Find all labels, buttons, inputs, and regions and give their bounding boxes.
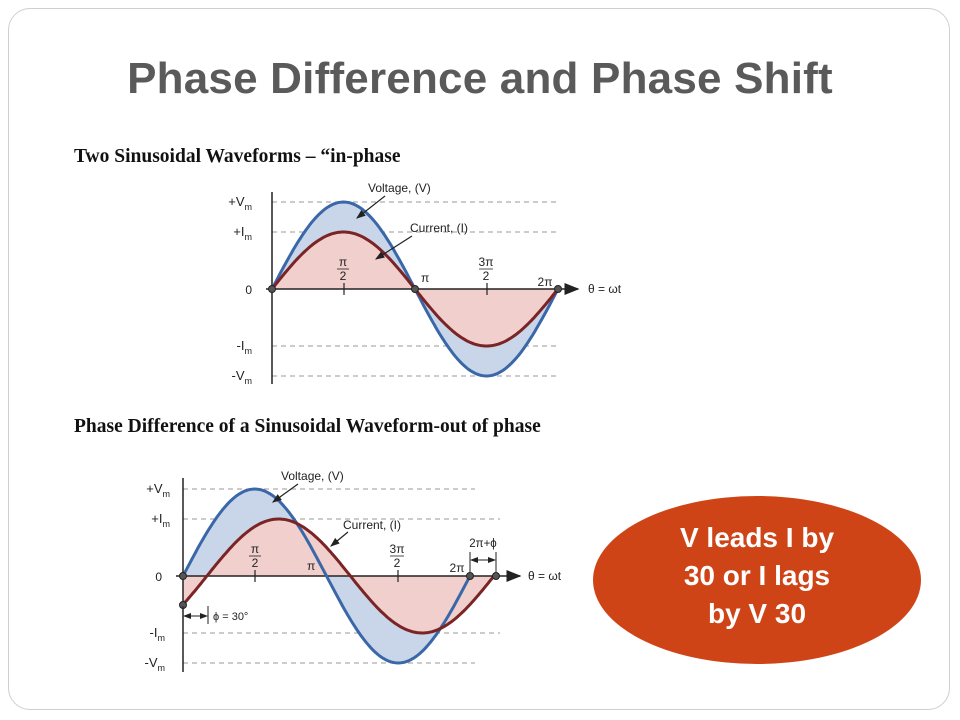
tick-3pi-half-num-bottom: 3π	[390, 542, 405, 556]
tick-pi-half-num-top: π	[339, 255, 347, 269]
origin-dot-top	[268, 285, 276, 293]
tick-pi-bottom: π	[307, 559, 315, 573]
callout-text: V leads I by 30 or I lags by V 30	[593, 519, 921, 633]
diagram-in-phase: +Vm +Im 0 -Im -Vm π 2 π 3π 2 2π θ = ωt V…	[228, 181, 621, 386]
tick-pi-top: π	[421, 271, 429, 285]
voltage-label-bottom: Voltage, (V)	[281, 469, 344, 483]
origin-dot-bottom	[179, 572, 187, 580]
tick-3pi-half-num-top: 3π	[479, 255, 494, 269]
callout-line-2: 30 or I lags	[683, 560, 831, 591]
callout-line-1: V leads I by	[679, 522, 835, 553]
pi-dot-top	[411, 285, 419, 293]
label-imin-top: -Im	[237, 338, 252, 356]
slide-title: Phase Difference and Phase Shift	[127, 54, 833, 103]
two-pi-dot-bottom	[466, 572, 474, 580]
tick-pi-half-num-bottom: π	[251, 542, 259, 556]
label-vmax-bottom: +Vm	[146, 481, 170, 499]
tick-2pi-phi-bottom: 2π+ϕ	[469, 538, 497, 550]
label-zero-top: 0	[245, 283, 252, 297]
two-pi-phi-dot-bottom	[492, 572, 500, 580]
current-label-top: Current, (I)	[410, 221, 468, 235]
caption-in-phase: Two Sinusoidal Waveforms – “in-phase	[74, 146, 401, 167]
tick-pi-half-den-bottom: 2	[252, 556, 259, 570]
phi-label: ϕ = 30°	[213, 611, 248, 623]
tick-pi-half-den-top: 2	[340, 269, 347, 283]
callout-line-3: by V 30	[707, 598, 807, 629]
voltage-label-top: Voltage, (V)	[368, 181, 431, 195]
label-imin-bottom: -Im	[150, 625, 165, 643]
label-vmax-top: +Vm	[228, 194, 252, 212]
voltage-wave-bottom	[181, 487, 472, 665]
two-pi-dot-top	[554, 285, 562, 293]
axis-label-bottom: θ = ωt	[528, 569, 562, 583]
tick-2pi-bottom: 2π	[450, 561, 465, 575]
tick-2pi-top: 2π	[538, 275, 553, 289]
current-wave-bottom	[181, 517, 496, 635]
diagram-out-of-phase: ϕ = 30° 2π+ϕ +Vm +Im 0 -Im -Vm π 2 π 3π …	[145, 469, 562, 673]
label-vmin-bottom: -Vm	[145, 655, 166, 673]
label-vmin-top: -Vm	[232, 368, 253, 386]
tick-3pi-half-den-bottom: 2	[394, 556, 401, 570]
label-imax-bottom: +Im	[151, 511, 170, 529]
axis-label-top: θ = ωt	[588, 282, 622, 296]
callout-ellipse	[593, 496, 921, 664]
caption-out-of-phase: Phase Difference of a Sinusoidal Wavefor…	[74, 416, 541, 437]
tick-3pi-half-den-top: 2	[483, 269, 490, 283]
gridlines-bottom	[183, 488, 500, 664]
label-zero-bottom: 0	[155, 570, 162, 584]
current-label-bottom: Current, (I)	[343, 518, 401, 532]
label-imax-top: +Im	[233, 224, 252, 242]
